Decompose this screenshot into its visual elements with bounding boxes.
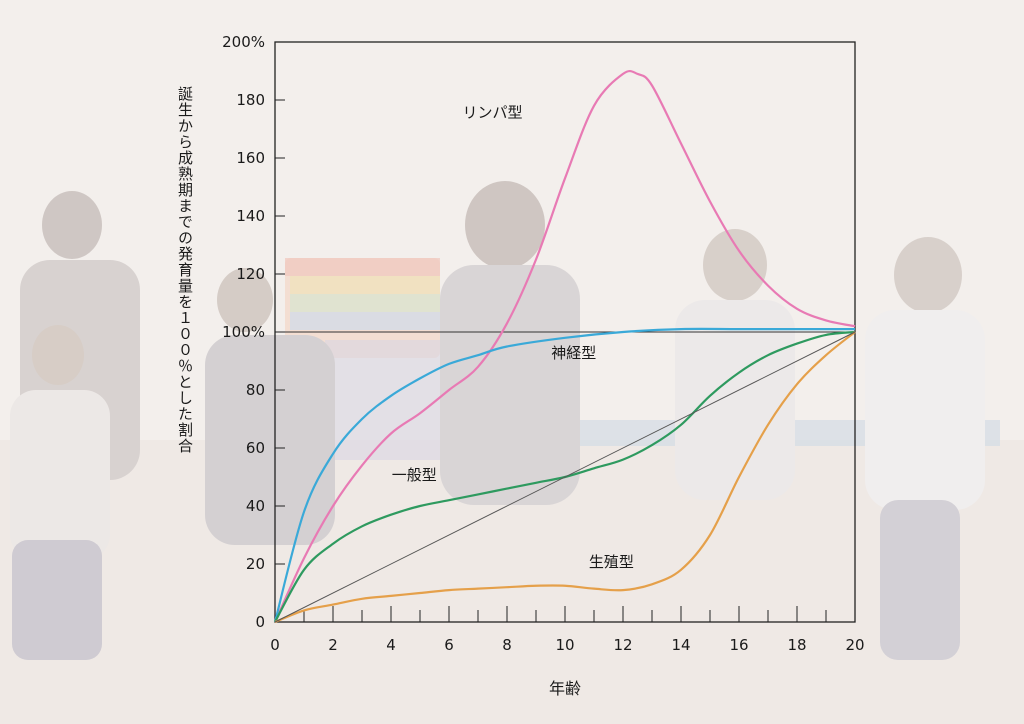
series-lines [273,69,856,624]
x-tick-label: 12 [613,636,632,654]
x-tick-label: 10 [555,636,574,654]
x-tick-label: 2 [328,636,338,654]
y-tick-label: 100% [222,323,265,341]
series-label-2: 一般型 [392,466,437,484]
series-line-3 [274,331,856,624]
series-label-3: 生殖型 [589,553,634,571]
series-label-1: 神経型 [551,344,596,362]
y-tick-label: 40 [246,497,265,515]
x-tick-label: 0 [270,636,280,654]
y-tick-label: 120 [236,265,265,283]
x-tick-label: 20 [845,636,864,654]
y-tick-label: 20 [246,555,265,573]
x-tick-label: 16 [729,636,748,654]
y-tick-label: 200% [222,33,265,51]
x-tick-label: 6 [444,636,454,654]
x-tick-label: 8 [502,636,512,654]
series-line-4 [274,331,856,623]
series-line-0 [273,69,856,623]
series-label-0: リンパ型 [462,103,522,121]
x-tick-label: 14 [671,636,690,654]
y-tick-label: 80 [246,381,265,399]
y-tick-label: 60 [246,439,265,457]
y-tick-label: 180 [236,91,265,109]
y-tick-label: 0 [255,613,265,631]
y-axis-title: 誕生から成熟期までの発育量を１００％とした割合 [176,86,194,454]
axis-ticks: 0 2 4 6 8 10 12 14 16 18 20 0 20 40 60 80 100% 120 140 160 1… [222,33,864,654]
y-tick-label: 160 [236,149,265,167]
x-tick-label: 4 [386,636,396,654]
x-tick-label: 18 [787,636,806,654]
x-axis-title: 年齢 [549,679,581,698]
y-tick-label: 140 [236,207,265,225]
series-line-1 [273,327,855,623]
